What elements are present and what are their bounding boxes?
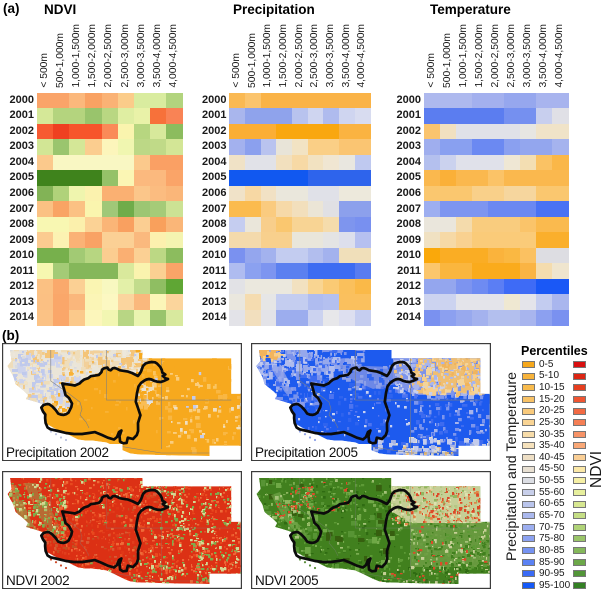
svg-text:NDVI 2002: NDVI 2002 xyxy=(6,573,69,588)
svg-text:NDVI 2005: NDVI 2005 xyxy=(255,573,318,588)
svg-text:Precipitation 2002: Precipitation 2002 xyxy=(6,445,109,460)
svg-text:Precipitation 2005: Precipitation 2005 xyxy=(255,445,358,460)
